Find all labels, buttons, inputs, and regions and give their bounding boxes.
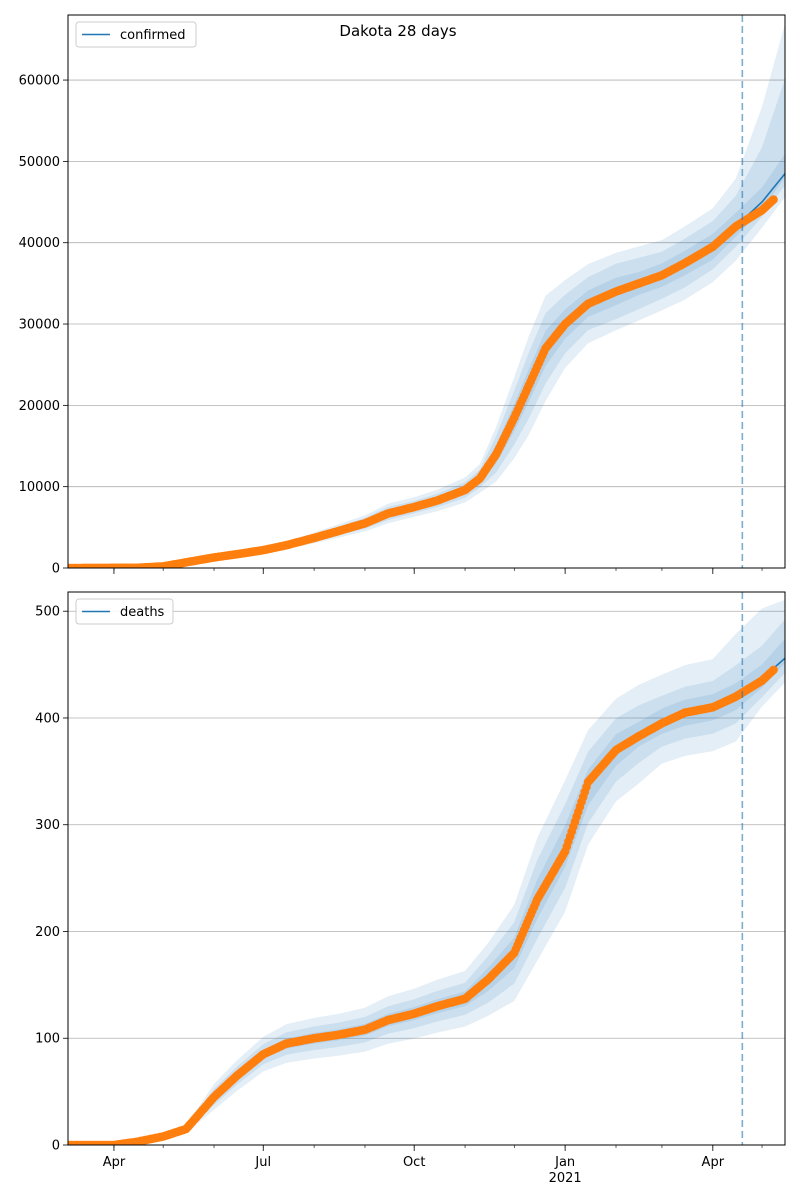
y-tick-label: 60000 [19, 74, 60, 89]
axes-frame [67, 591, 786, 1146]
y-tick-label: 0 [52, 1139, 60, 1154]
y-tick-label: 40000 [19, 236, 60, 251]
y-tick-label: 200 [35, 925, 60, 940]
confidence-band [68, 599, 785, 1145]
legend-box [75, 21, 197, 48]
y-tick-label: 0 [52, 562, 60, 577]
data-point [769, 195, 778, 204]
y-tick-label: 100 [35, 1032, 60, 1047]
y-tick-label: 500 [35, 605, 60, 620]
legend-box [75, 598, 174, 625]
x-tick-label: Apr [702, 1155, 725, 1170]
y-tick-label: 10000 [19, 480, 60, 495]
confidence-band [68, 619, 785, 1145]
legend-label: confirmed [120, 28, 186, 43]
axes-frame [67, 14, 786, 569]
y-tick-label: 20000 [19, 399, 60, 414]
x-tick-year-label: 2021 [549, 1171, 582, 1186]
y-tick-label: 50000 [19, 155, 60, 170]
confidence-band [68, 23, 785, 568]
y-tick-label: 300 [35, 818, 60, 833]
data-point [769, 665, 778, 675]
x-tick-label: Apr [103, 1155, 126, 1170]
confirmed-panel: 0 10000 20000 30000 40000 50000 60000 confirmed [19, 14, 786, 577]
plot-area [68, 23, 785, 568]
y-tick-label: 30000 [19, 318, 60, 333]
legend-label: deaths [120, 605, 165, 620]
x-tick-label: Oct [403, 1155, 425, 1170]
x-tick-label: Jul [254, 1155, 271, 1170]
y-tick-label: 400 [35, 711, 60, 726]
x-tick-label: Jan [554, 1155, 575, 1170]
chart-title: Dakota 28 days [339, 22, 456, 40]
plot-area [68, 599, 785, 1145]
